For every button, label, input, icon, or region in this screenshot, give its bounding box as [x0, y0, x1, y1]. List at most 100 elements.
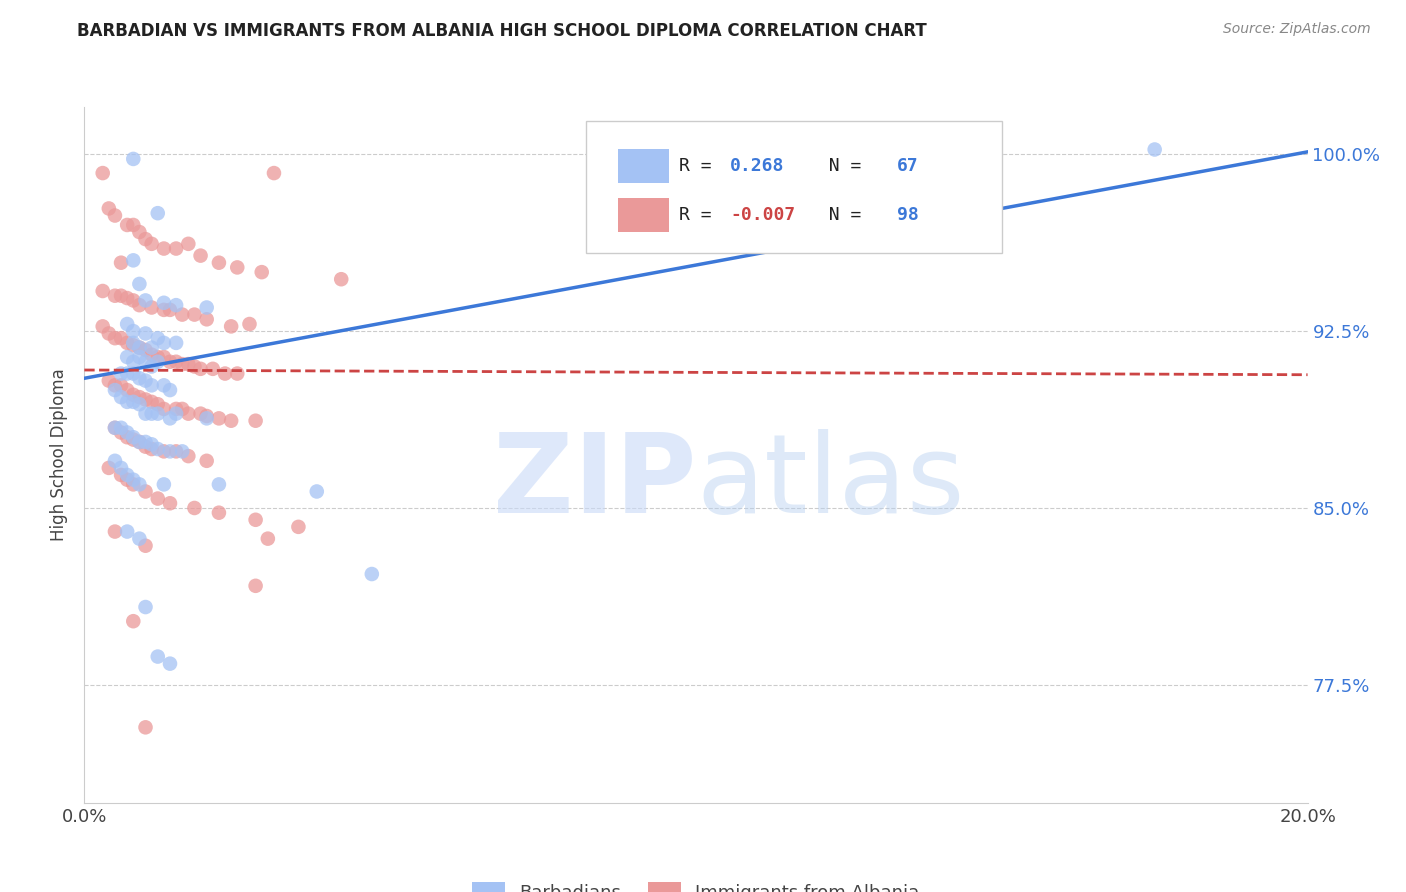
Point	[159, 411, 181, 425]
Point	[165, 401, 187, 416]
Point	[122, 430, 145, 444]
Point	[245, 513, 267, 527]
Point	[91, 284, 114, 298]
Point	[122, 473, 145, 487]
Point	[128, 397, 150, 411]
Point	[91, 166, 114, 180]
Point	[115, 473, 138, 487]
Point	[214, 367, 236, 381]
Point	[146, 649, 169, 664]
Point	[165, 242, 187, 256]
Point	[97, 374, 120, 388]
Point	[330, 272, 353, 286]
Text: R =: R =	[679, 157, 723, 175]
Point	[226, 260, 249, 275]
Text: ZIP: ZIP	[492, 429, 696, 536]
Point	[159, 302, 181, 317]
Point	[122, 367, 145, 381]
Point	[122, 324, 145, 338]
Point	[104, 421, 127, 435]
Point	[110, 461, 132, 475]
Point	[165, 335, 187, 350]
Point	[141, 359, 163, 374]
Point	[141, 407, 163, 421]
Point	[257, 532, 280, 546]
Point	[190, 249, 212, 263]
Point	[104, 383, 127, 397]
Point	[183, 500, 205, 515]
Point	[110, 378, 132, 392]
Point	[208, 411, 231, 425]
Point	[115, 291, 138, 305]
Y-axis label: High School Diploma: High School Diploma	[51, 368, 69, 541]
Point	[208, 477, 231, 491]
Point	[104, 378, 127, 392]
Point	[190, 407, 212, 421]
Point	[122, 355, 145, 369]
Point	[195, 301, 218, 315]
Point	[128, 341, 150, 355]
Point	[115, 367, 138, 381]
Point	[177, 357, 200, 371]
Point	[122, 293, 145, 308]
Point	[115, 218, 138, 232]
Point	[153, 350, 176, 364]
Text: -0.007: -0.007	[730, 206, 796, 224]
Text: BARBADIAN VS IMMIGRANTS FROM ALBANIA HIGH SCHOOL DIPLOMA CORRELATION CHART: BARBADIAN VS IMMIGRANTS FROM ALBANIA HIG…	[77, 22, 927, 40]
Point	[195, 411, 218, 425]
Text: atlas: atlas	[696, 429, 965, 536]
Point	[122, 395, 145, 409]
Point	[195, 409, 218, 423]
Point	[177, 449, 200, 463]
Point	[110, 421, 132, 435]
Point	[135, 539, 157, 553]
Point	[135, 326, 157, 341]
Point	[104, 289, 127, 303]
Point	[97, 461, 120, 475]
Point	[190, 361, 212, 376]
FancyBboxPatch shape	[617, 150, 669, 183]
Point	[177, 236, 200, 251]
Point	[226, 367, 249, 381]
Point	[153, 444, 176, 458]
Text: N =: N =	[807, 157, 873, 175]
Point	[141, 301, 163, 315]
Point	[141, 236, 163, 251]
Point	[128, 298, 150, 312]
Point	[141, 442, 163, 456]
Point	[128, 350, 150, 364]
Point	[172, 401, 194, 416]
Point	[146, 355, 169, 369]
Point	[159, 355, 181, 369]
Point	[146, 442, 169, 456]
Point	[115, 317, 138, 331]
Point	[183, 308, 205, 322]
FancyBboxPatch shape	[586, 121, 1002, 253]
Point	[110, 289, 132, 303]
Point	[172, 357, 194, 371]
Point	[146, 350, 169, 364]
Point	[135, 232, 157, 246]
Point	[172, 308, 194, 322]
Point	[110, 367, 132, 381]
Point	[135, 407, 157, 421]
Point	[128, 341, 150, 355]
Point	[287, 520, 309, 534]
Point	[104, 524, 127, 539]
Point	[128, 532, 150, 546]
Point	[165, 355, 187, 369]
Text: R =: R =	[679, 206, 723, 224]
Point	[159, 496, 181, 510]
Point	[110, 331, 132, 345]
Point	[135, 343, 157, 357]
Point	[122, 152, 145, 166]
Point	[135, 392, 157, 407]
Point	[110, 256, 132, 270]
Point	[250, 265, 273, 279]
Point	[245, 414, 267, 428]
Point	[1143, 143, 1166, 157]
Point	[110, 425, 132, 440]
Point	[165, 444, 187, 458]
Point	[146, 206, 169, 220]
Point	[146, 491, 169, 506]
